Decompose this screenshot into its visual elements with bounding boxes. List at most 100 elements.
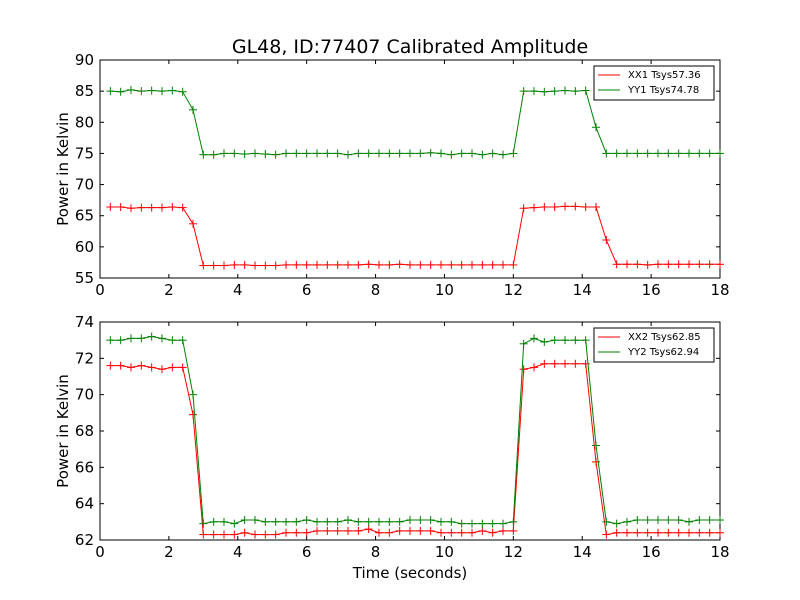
bottom-series-1-point <box>571 359 580 368</box>
bottom-series-1-point <box>344 526 352 535</box>
top-series-1-point <box>302 260 311 269</box>
bottom-series-2-point <box>395 517 404 526</box>
bottom-series-2-point <box>354 517 363 526</box>
top-series-2-point <box>499 150 507 159</box>
bottom-x-tick-label: 2 <box>164 543 174 561</box>
bottom-series-2-point <box>240 516 249 525</box>
top-series-2-point <box>468 149 476 158</box>
bottom-series-1-point <box>612 528 621 537</box>
top-series-2-point <box>209 150 218 159</box>
bottom-series-1-point <box>468 528 476 537</box>
top-series-1-point <box>261 261 270 270</box>
top-legend-box <box>593 65 715 101</box>
bottom-series-2-point <box>540 337 549 346</box>
bottom-y-axis-label: Power in Kelvin <box>54 374 72 488</box>
top-y-tick-label: 70 <box>75 176 94 194</box>
top-x-tick-label: 18 <box>710 281 729 299</box>
x-axis-label: Time (seconds) <box>352 564 468 582</box>
bottom-series-1-point <box>116 361 125 370</box>
top-series-1-point <box>178 203 187 212</box>
bottom-x-tick-label: 10 <box>435 543 454 561</box>
top-series-1-point <box>581 202 590 211</box>
top-series-2-point <box>220 149 228 158</box>
top-series-2-point <box>654 149 662 158</box>
top-series-1-point <box>416 260 425 269</box>
top-series-1-point <box>716 260 724 269</box>
bottom-series-1-point <box>416 526 425 535</box>
top-series-2-point <box>168 86 177 95</box>
top-series-2-point <box>189 105 197 114</box>
top-y-axis-label: Power in Kelvin <box>54 112 72 226</box>
bottom-series-1-point <box>251 530 259 539</box>
bottom-series-1-point <box>323 526 332 535</box>
bottom-series-2-point <box>592 441 600 450</box>
bottom-series-2-point <box>416 516 425 525</box>
bottom-series-2-point <box>581 336 590 345</box>
top-series-2-point <box>643 149 652 158</box>
top-series-1-point <box>220 261 228 270</box>
top-series-1-point <box>116 202 125 211</box>
top-series-2-point <box>158 87 166 96</box>
top-y-tick-label: 65 <box>75 207 94 225</box>
top-series-2-point <box>282 149 290 158</box>
top-series-1-point <box>602 236 611 245</box>
bottom-series-1-point <box>230 530 239 539</box>
bottom-series-1-point <box>447 528 456 537</box>
top-series-2-point <box>705 149 714 158</box>
bottom-lines <box>106 332 724 539</box>
bottom-series-2-point <box>137 334 146 343</box>
top-series-2-point <box>416 149 425 158</box>
top-series-2-point <box>230 149 239 158</box>
bottom-series-1-point <box>189 410 197 419</box>
bottom-legend: XX2 Tsys62.85 YY2 Tsys62.94 <box>593 327 715 363</box>
top-series-2-point <box>426 148 435 157</box>
top-series-1-point <box>375 260 383 269</box>
top-series-2-point <box>685 149 693 158</box>
bottom-series-2-point <box>623 517 631 526</box>
bottom-series-2-point <box>251 516 259 525</box>
top-series-2-point <box>333 149 342 158</box>
bottom-series-2-point <box>478 519 487 528</box>
top-series-2-point <box>592 123 600 132</box>
bottom-series-1-point <box>685 528 693 537</box>
top-series-1-point <box>333 260 342 269</box>
top-series-2-point <box>612 149 621 158</box>
bottom-series-2-point <box>550 336 559 345</box>
bottom-series-2-point <box>643 516 652 525</box>
bottom-y-tick-label: 72 <box>75 349 94 367</box>
top-series-1-point <box>137 203 146 212</box>
bottom-series-1-point <box>674 528 683 537</box>
top-series-1-point <box>592 202 600 211</box>
top-series-1-point <box>395 260 404 269</box>
bottom-series-2-point <box>437 517 445 526</box>
top-series-2-point <box>406 149 414 158</box>
bottom-x-tick-label: 0 <box>95 543 105 561</box>
bottom-legend-label-1: XX2 Tsys62.85 <box>628 332 701 343</box>
bottom-series-1-point <box>488 528 497 537</box>
top-y-tick-label: 60 <box>75 238 94 256</box>
top-series-1-point <box>168 202 177 211</box>
bottom-series-2-point <box>209 517 218 526</box>
top-series-1-point <box>364 260 373 269</box>
bottom-series-1-point <box>530 363 538 372</box>
bottom-series-1-point <box>550 359 559 368</box>
bottom-x-tick-label: 4 <box>233 543 243 561</box>
bottom-series-2-point <box>716 516 724 525</box>
bottom-series-1-point <box>364 525 373 534</box>
bottom-series-2-point <box>654 516 662 525</box>
bottom-series-1-point <box>127 363 135 372</box>
top-x-tick-label: 4 <box>233 281 243 299</box>
top-series-2-point <box>561 86 569 95</box>
top-series-2-point <box>633 149 642 158</box>
bottom-series-2-point <box>612 519 621 528</box>
bottom-series-1-point <box>478 526 487 535</box>
bottom-series-1-point <box>664 528 673 537</box>
bottom-series-1-point <box>705 528 714 537</box>
top-series-2-point <box>571 87 580 96</box>
top-series-1-point <box>147 203 156 212</box>
bottom-legend-label-2: YY2 Tsys62.94 <box>627 347 699 358</box>
bottom-series-2-point <box>282 517 290 526</box>
top-series-1-point <box>540 202 549 211</box>
top-series-1-point <box>354 260 363 269</box>
